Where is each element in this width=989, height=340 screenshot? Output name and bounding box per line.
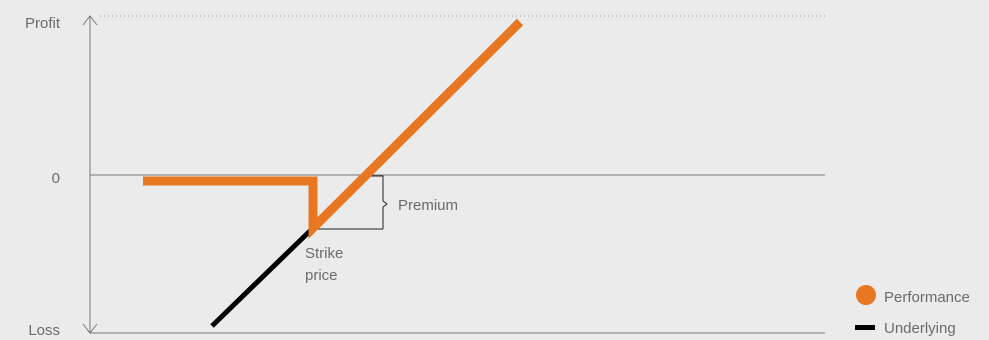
y-label-profit: Profit — [25, 15, 61, 32]
y-label-loss: Loss — [28, 322, 60, 339]
series-underlying-line — [210, 226, 315, 328]
y-label-zero: 0 — [52, 170, 60, 187]
series-performance-line — [143, 18, 524, 239]
legend-underlying-swatch — [855, 325, 875, 330]
premium-label: Premium — [398, 197, 458, 214]
strike-label-line2: price — [305, 267, 338, 284]
premium-bracket — [370, 175, 388, 229]
legend-performance-swatch — [856, 285, 876, 305]
legend-underlying-label: Underlying — [884, 320, 956, 337]
y-axis-arrow-up — [82, 15, 98, 26]
strike-label-line1: Strike — [305, 245, 343, 262]
legend-performance-label: Performance — [884, 289, 970, 306]
